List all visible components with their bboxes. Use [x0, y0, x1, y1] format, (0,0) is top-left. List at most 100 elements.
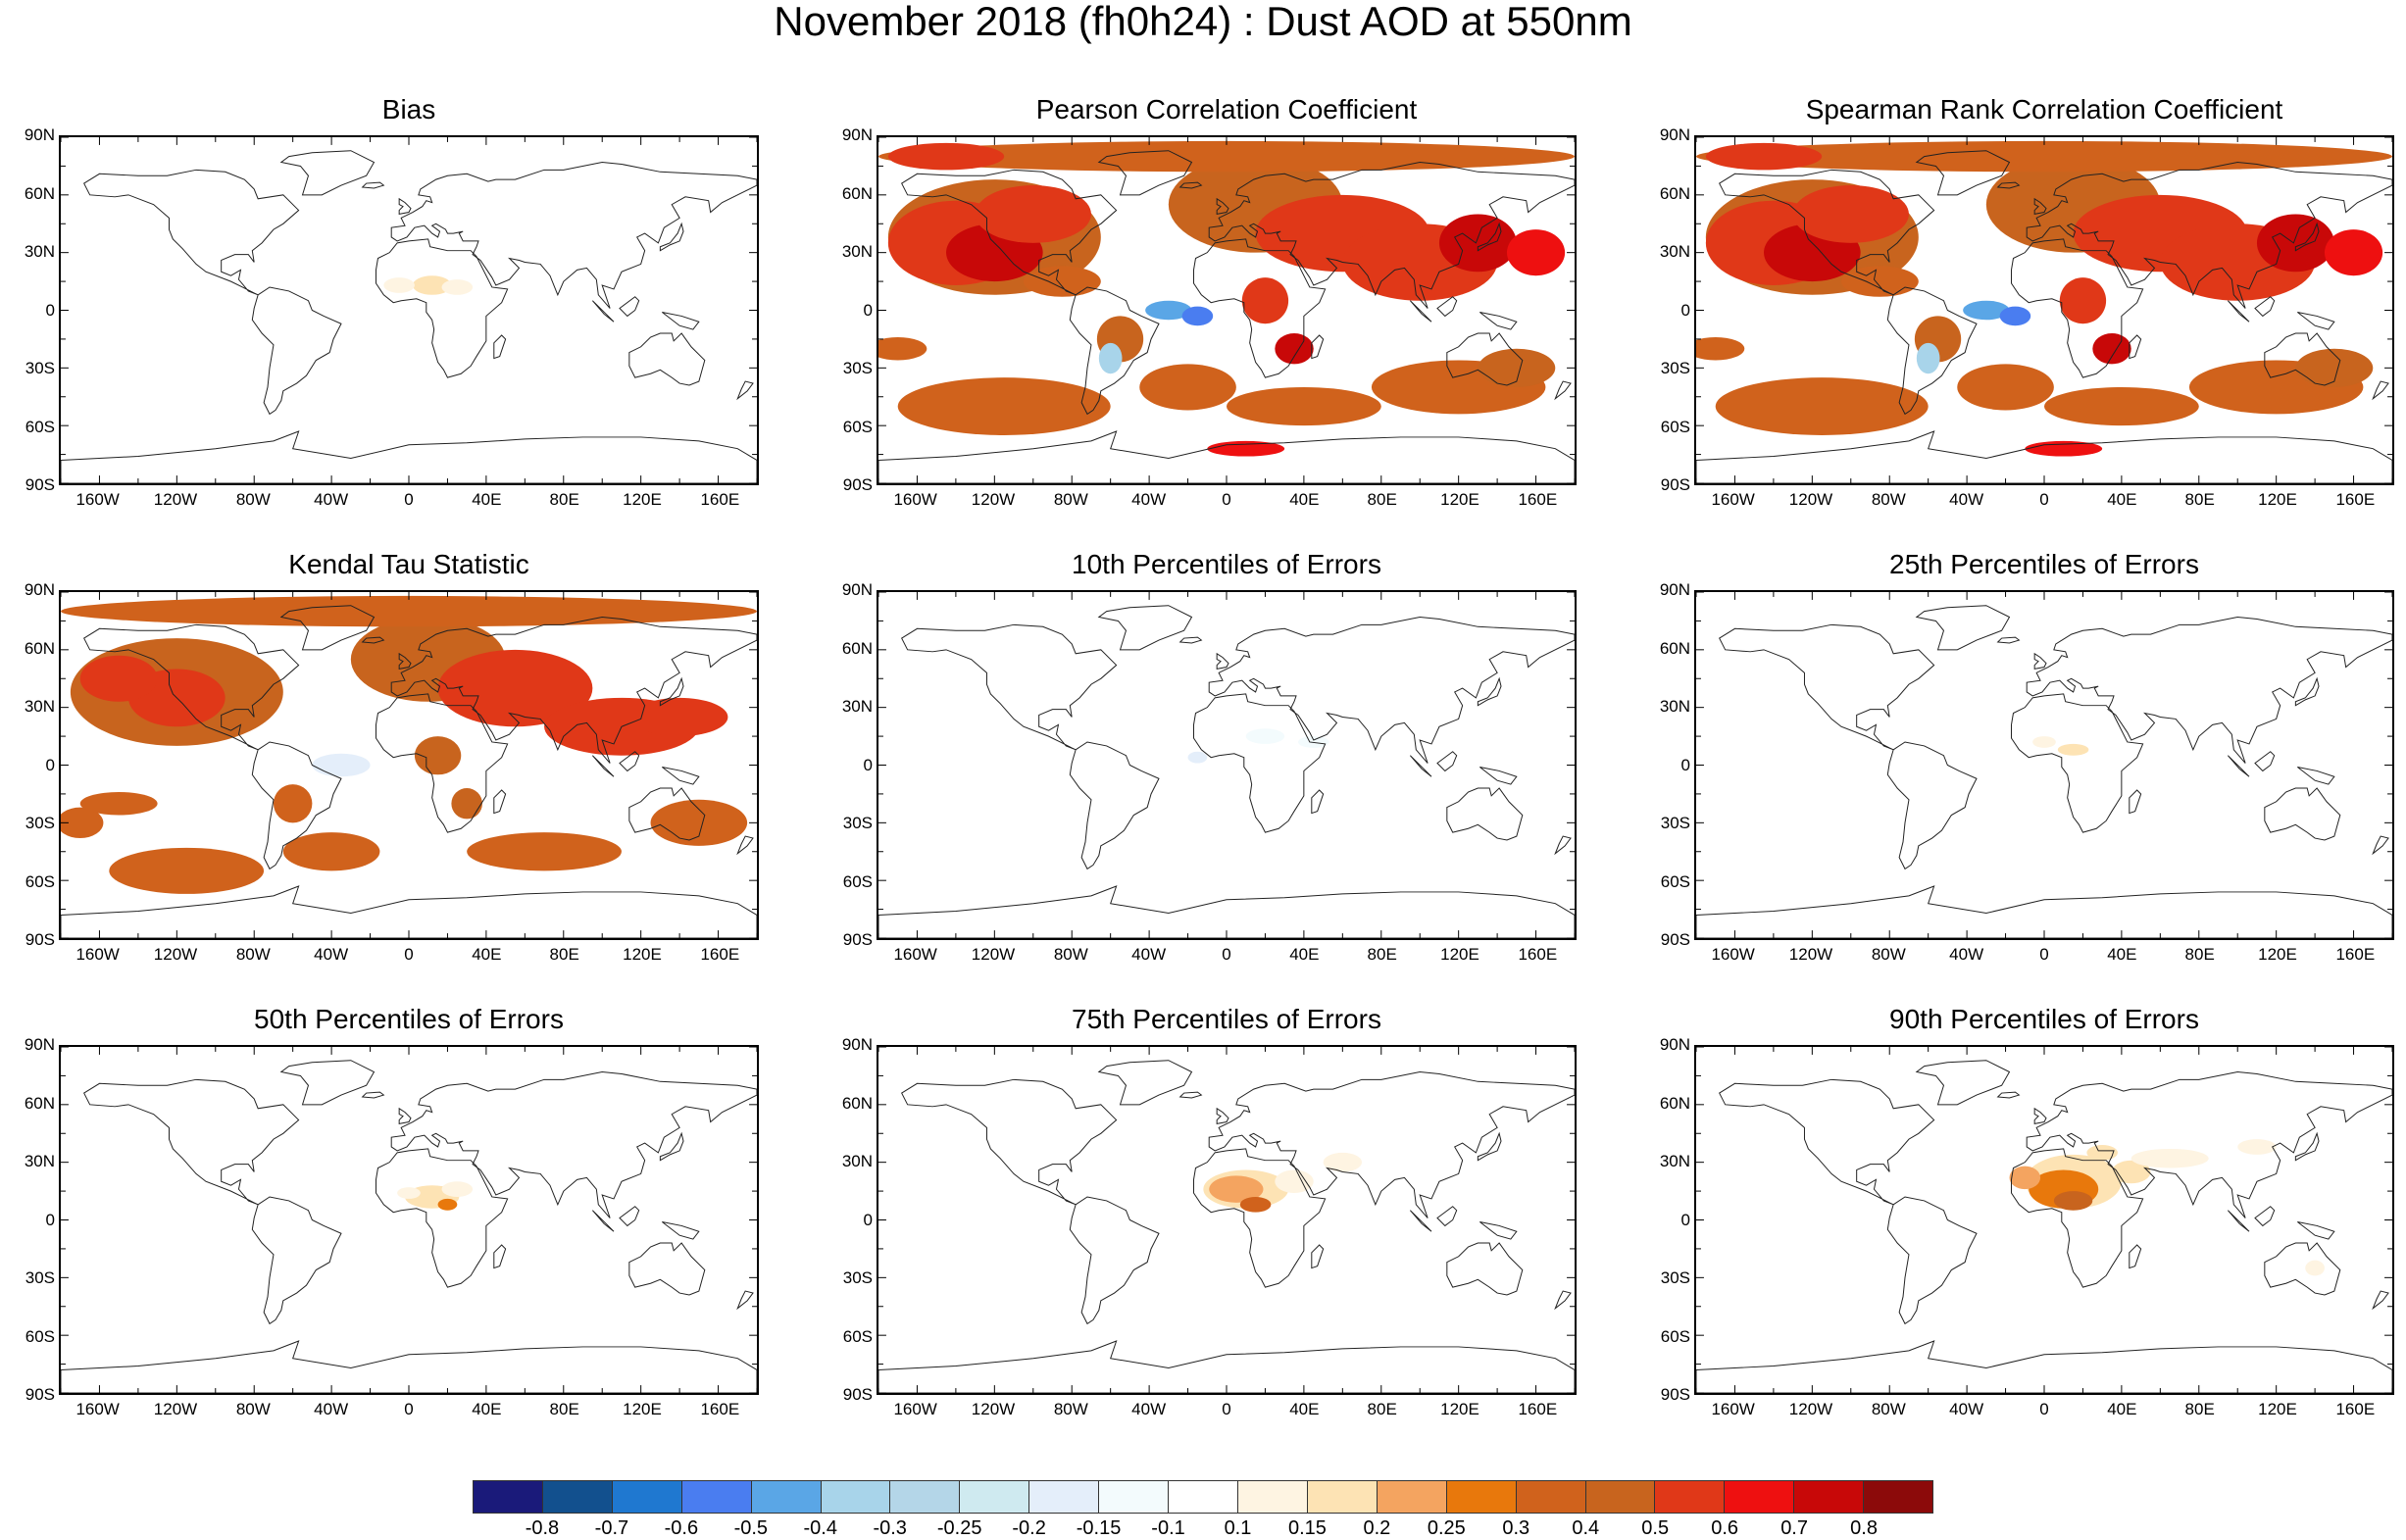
field-blob — [383, 277, 415, 293]
lon-label: 120W — [971, 490, 1016, 509]
colorbar-swatch — [1099, 1481, 1170, 1513]
coastline — [1097, 150, 1193, 196]
map-area — [877, 590, 1577, 940]
field-layer — [383, 275, 474, 295]
field-blob — [1792, 185, 1909, 243]
field-blob — [441, 279, 474, 295]
field-blob — [1916, 342, 1940, 374]
lon-label: 120E — [623, 945, 662, 964]
lon-label: 120W — [1788, 1400, 1833, 1418]
lon-label: 160E — [2335, 1400, 2376, 1418]
colorbar-swatch — [890, 1481, 961, 1513]
lat-label: 60S — [1660, 1326, 1690, 1346]
coastline — [619, 1206, 640, 1227]
lon-label: 80E — [1367, 1400, 1397, 1418]
lon-label: 120E — [1440, 945, 1479, 964]
field-blob — [312, 753, 371, 777]
coastline — [2010, 238, 2144, 378]
coastline — [1436, 296, 1458, 318]
map-area — [1694, 135, 2394, 485]
field-blob — [109, 847, 265, 894]
lat-label: 90S — [1660, 1385, 1690, 1404]
map-panel-4: Kendal Tau Statistic 90N 60N 30N 0 30S 60S 90S 1… — [8, 549, 759, 964]
coastline — [1719, 623, 1935, 751]
map-area — [59, 590, 759, 940]
lon-label: 40W — [1131, 1400, 1167, 1418]
lon-label: 0 — [2039, 945, 2049, 964]
field-blob — [1145, 300, 1192, 321]
field-blob — [1999, 306, 2031, 326]
coastline — [61, 430, 757, 483]
lon-label: 80E — [549, 490, 579, 509]
field-blob — [878, 336, 927, 361]
map-svg — [61, 1047, 757, 1393]
lat-label: 30S — [1660, 814, 1690, 832]
coastline — [619, 751, 640, 772]
coastline — [628, 332, 706, 386]
lon-label: 80E — [1367, 490, 1397, 509]
coastline — [901, 169, 1118, 296]
map-panel-5: 10th Percentiles of Errors 90N 60N 30N 0 30S 6… — [826, 549, 1577, 964]
lon-label: 40E — [2107, 1400, 2137, 1418]
coastline — [375, 1148, 509, 1288]
lat-label: 30S — [842, 359, 873, 377]
coastline-layer — [61, 150, 757, 483]
field-blob — [412, 275, 452, 295]
lat-label: 30N — [1659, 1152, 1690, 1170]
field-blob — [2237, 1139, 2277, 1155]
lat-label: 60S — [1660, 417, 1690, 436]
field-blob — [61, 807, 104, 839]
colorbar-label: -0.1 — [1151, 1517, 1185, 1539]
map-svg — [878, 137, 1575, 483]
lat-label: 30S — [842, 1268, 873, 1287]
coastline — [375, 238, 509, 378]
coastline-layer — [61, 1060, 757, 1393]
coastline — [2264, 332, 2341, 386]
lon-label: 0 — [404, 945, 414, 964]
lat-label: 90S — [25, 1385, 55, 1404]
lon-label: 40E — [1289, 490, 1320, 509]
field-blob — [2112, 1160, 2151, 1184]
coastline — [659, 222, 684, 252]
coastline — [2033, 1107, 2047, 1125]
coastline — [1479, 311, 1518, 330]
field-blob — [2044, 386, 2199, 426]
colorbar-label: -0.25 — [936, 1517, 982, 1539]
coastline — [2297, 311, 2335, 330]
coastline — [61, 1340, 757, 1393]
lon-label: 160W — [75, 490, 120, 509]
field-blob — [1241, 277, 1289, 324]
coastline — [1311, 789, 1325, 815]
lon-label: 40E — [472, 1400, 502, 1418]
field-blob — [2032, 736, 2056, 748]
lon-label: 40W — [1131, 945, 1167, 964]
colorbar-swatch — [1377, 1481, 1447, 1513]
coastline — [1446, 332, 1524, 386]
lat-label: 60N — [1659, 638, 1690, 658]
coastline — [591, 300, 615, 323]
field-layer — [61, 595, 757, 894]
lon-label: 120W — [971, 945, 1016, 964]
field-blob — [2256, 214, 2334, 273]
lon-label: 40W — [314, 1400, 349, 1418]
lat-label: 30N — [24, 697, 55, 716]
coastline — [1886, 1196, 1978, 1325]
field-blob — [2130, 1148, 2209, 1168]
lon-label: 80W — [1053, 1400, 1088, 1418]
colorbar-label: -0.4 — [803, 1517, 837, 1539]
lat-label: 60N — [841, 1093, 873, 1113]
map-panel-1: Bias 90N 60N 30N 0 30S 60S 90S 160W 120W 80W 40W 0 40… — [8, 94, 759, 509]
coastline — [1216, 197, 1229, 216]
lon-label: 0 — [404, 1400, 414, 1418]
panel-title: 90th Percentiles of Errors — [1889, 1004, 2199, 1034]
map-svg — [878, 1047, 1575, 1393]
lon-label: 40E — [472, 490, 502, 509]
map-area — [59, 1045, 759, 1395]
coastline — [659, 676, 684, 707]
coastline — [251, 1196, 342, 1325]
lon-label: 160E — [1518, 1400, 1558, 1418]
coastline — [1069, 741, 1160, 870]
lat-label: 90S — [1660, 475, 1690, 494]
field-blob — [1023, 266, 1101, 297]
map-area — [877, 135, 1577, 485]
